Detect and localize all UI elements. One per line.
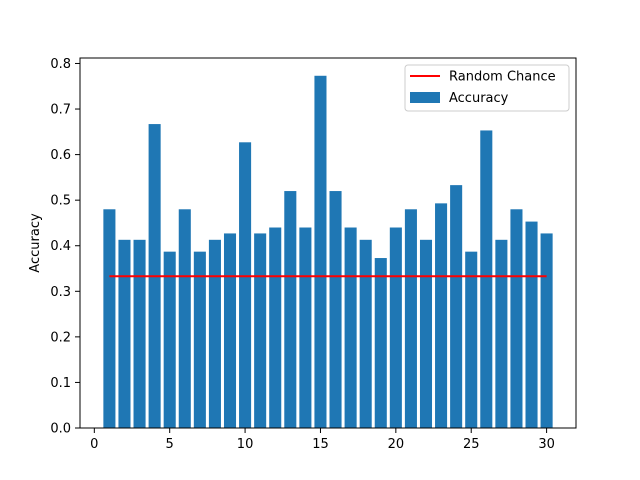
y-tick-label-4: 0.4 (50, 239, 71, 254)
y-tick-label-8: 0.8 (50, 57, 71, 72)
bar-19 (374, 258, 387, 428)
y-tick-label-0: 0.0 (50, 422, 71, 437)
bar-23 (435, 203, 448, 428)
bar-11 (254, 233, 267, 428)
bar-14 (299, 227, 312, 428)
x-tick-label-30: 30 (538, 437, 555, 452)
y-tick-label-5: 0.5 (50, 194, 71, 209)
x-tick-label-15: 15 (312, 437, 329, 452)
bar-18 (359, 239, 372, 428)
bar-10 (239, 142, 252, 428)
bar-9 (223, 233, 237, 428)
y-tick-label-6: 0.6 (50, 148, 71, 163)
x-tick-label-20: 20 (388, 437, 405, 452)
y-tick-label-2: 0.2 (50, 330, 71, 345)
x-tick-label-25: 25 (463, 437, 480, 452)
bar-20 (389, 227, 402, 428)
bar-2 (118, 239, 131, 428)
bar-30 (540, 233, 553, 428)
legend-box (404, 64, 570, 112)
y-tick-label-7: 0.7 (50, 103, 71, 118)
bar-17 (344, 227, 357, 428)
bar-12 (269, 227, 282, 428)
x-tick-label-0: 0 (90, 437, 98, 452)
bar-16 (329, 191, 342, 428)
x-tick-label-10: 10 (237, 437, 254, 452)
y-tick-label-1: 0.1 (50, 376, 71, 391)
bar-15 (314, 75, 327, 428)
bar-29 (525, 221, 538, 428)
bar-1 (103, 209, 116, 428)
bar-26 (480, 130, 493, 428)
bar-8 (208, 239, 221, 428)
y-axis-label: Accuracy (28, 213, 43, 273)
legend: Random Chance Accuracy (404, 64, 570, 112)
bar-3 (133, 239, 146, 428)
bar-5 (163, 251, 176, 428)
legend-label-random-chance: Random Chance (449, 70, 556, 85)
plot-frame (79, 57, 577, 429)
x-tick-label-5: 5 (166, 437, 174, 452)
bar-28 (510, 209, 523, 428)
bar-21 (404, 209, 417, 428)
bar-27 (495, 239, 508, 428)
bar-7 (193, 251, 206, 428)
bar-22 (419, 239, 433, 428)
bar-13 (284, 191, 297, 428)
legend-label-accuracy: Accuracy (449, 91, 509, 106)
y-tick-label-3: 0.3 (50, 285, 71, 300)
bar-24 (450, 185, 463, 428)
legend-bar-swatch (410, 92, 440, 103)
bar-6 (178, 209, 191, 428)
bars-group (103, 75, 553, 429)
y-ticks-group: 0.0 0.1 0.2 0.3 0.4 0.5 0.6 0.7 0.8 (50, 57, 80, 437)
bar-25 (465, 251, 478, 428)
x-ticks-group: 0 5 10 15 20 25 30 (90, 428, 555, 452)
axes-group (79, 57, 577, 429)
